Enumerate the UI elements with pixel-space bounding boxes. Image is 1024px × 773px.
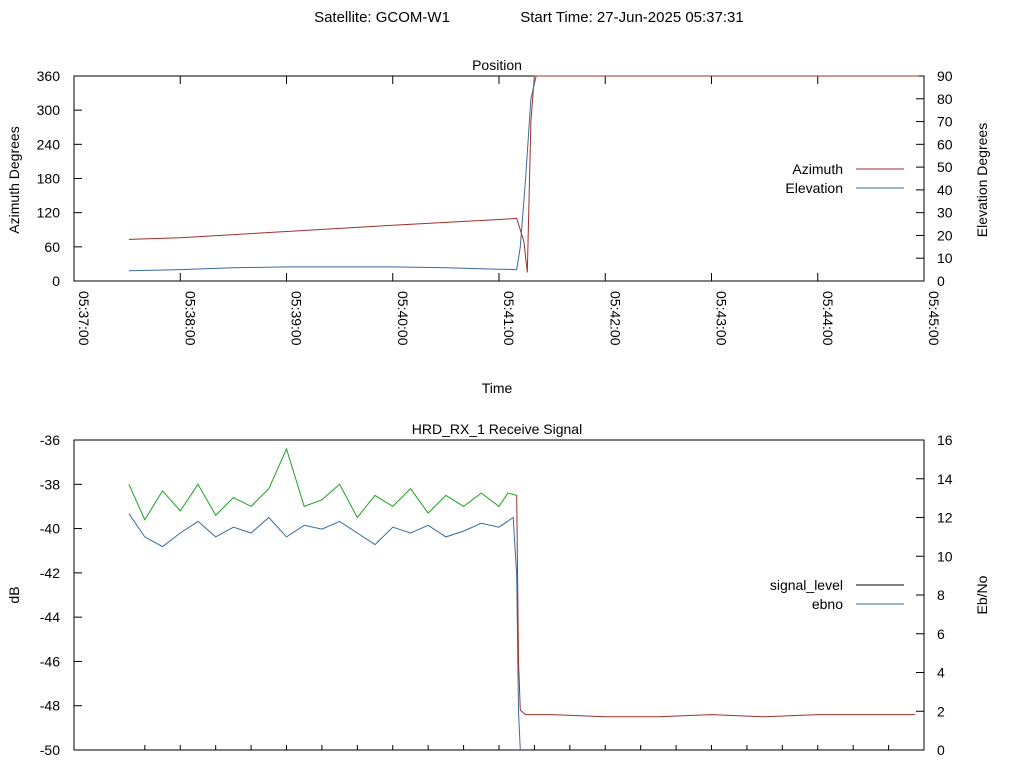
y2-tick-label: 50 [937,159,953,175]
position-legend: Azimuth Elevation [785,161,904,196]
y2-tick-label: 60 [937,136,953,152]
signal-plot-frame [73,439,925,751]
y-tick-label: 300 [37,102,61,118]
y2-tick-label: 16 [937,432,953,448]
y2-tick-label: 20 [937,227,953,243]
signal-legend: signal_level ebno [770,577,904,612]
y-tick-label: -48 [40,698,60,714]
x-tick-label: 05:37:00 [76,291,92,346]
y-tick-label: -44 [40,609,60,625]
y-tick-label: 360 [37,68,61,84]
signal-y-axis: -50 -48 -46 -44 -42 -40 -38 -36 [40,432,82,758]
y-tick-label: -40 [40,521,60,537]
signal-y-axis-label: dB [6,586,22,603]
legend-label-ebno: ebno [812,596,843,612]
x-tick-label: 05:41:00 [501,291,517,346]
x-tick-label: 05:45:00 [926,291,942,346]
y2-tick-label: 8 [937,587,945,603]
legend-label-signal-level: signal_level [770,577,843,593]
signal-chart-title: HRD_RX_1 Receive Signal [412,421,582,437]
y2-tick-label: 2 [937,703,945,719]
position-y-axis-label: Azimuth Degrees [6,126,22,233]
position-y2-axis-label: Elevation Degrees [974,123,990,237]
legend-label-elevation: Elevation [785,180,843,196]
y-tick-label: -46 [40,653,60,669]
y2-tick-label: 90 [937,68,953,84]
y2-tick-label: 30 [937,205,953,221]
y-tick-label: -42 [40,565,60,581]
position-chart-title: Position [472,57,522,73]
y2-tick-label: 70 [937,114,953,130]
y2-tick-label: 80 [937,91,953,107]
y-tick-label: 120 [37,205,61,221]
y-tick-label: 180 [37,171,61,187]
series-line-rx-level-lower [516,495,916,718]
y-tick-label: -50 [40,742,60,758]
signal-y2-axis: 0 2 4 6 8 10 12 14 16 [916,432,953,758]
y-tick-label: -36 [40,432,60,448]
signal-x-axis [144,745,890,750]
y-tick-label: 240 [37,136,61,152]
x-tick-label: 05:39:00 [289,291,305,346]
y-tick-label: -38 [40,476,60,492]
y2-tick-label: 6 [937,626,945,642]
series-line-azimuth [128,75,919,273]
signal-y2-axis-label: Eb/No [974,575,990,614]
x-tick-label: 05:40:00 [395,291,411,346]
series-line-rx-level-upper [128,447,517,521]
start-time-label: Start Time: 27-Jun-2025 05:37:31 [520,9,743,26]
position-chart: Position 0 60 120 180 240 300 360 0 10 20 30 40 50 6… [6,57,990,396]
position-y-axis: 0 60 120 180 240 300 360 [37,68,82,289]
y-tick-label: 60 [44,239,60,255]
x-tick-label: 05:43:00 [714,291,730,346]
x-tick-label: 05:44:00 [820,291,836,346]
signal-chart: HRD_RX_1 Receive Signal -50-48-46-44-42-… [6,421,990,758]
y-tick-label: 0 [52,273,60,289]
x-tick-label: 05:38:00 [182,291,198,346]
position-y2-axis: 0 10 20 30 40 50 60 70 80 90 [916,68,953,289]
y2-tick-label: 10 [937,250,953,266]
y2-tick-label: 14 [937,471,953,487]
position-plot-frame [73,75,925,282]
position-x-axis: 05:37:00 05:38:00 05:39:00 05:40:00 05:41:00… [73,76,942,346]
series-line-ebno [128,513,521,751]
y2-tick-label: 12 [937,510,953,526]
position-series [128,75,919,273]
legend-label-azimuth: Azimuth [792,161,843,177]
y2-tick-label: 40 [937,182,953,198]
series-line-elevation [128,75,537,272]
y2-tick-label: 0 [937,742,945,758]
satellite-label: Satellite: GCOM-W1 [314,9,450,26]
x-tick-label: 05:42:00 [607,291,623,346]
position-x-axis-label: Time [482,380,513,396]
y2-tick-label: 10 [937,548,953,564]
signal-series [128,447,916,751]
y2-tick-label: 4 [937,665,945,681]
y2-tick-label: 0 [937,273,945,289]
